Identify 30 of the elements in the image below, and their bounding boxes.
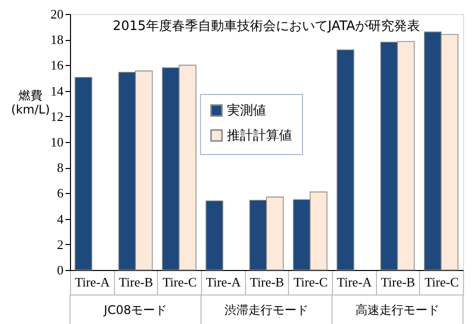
- x-tick-label: Tire-A: [206, 274, 242, 290]
- text: 渋滞走行モード: [224, 303, 308, 317]
- y-tick-label: 20: [50, 6, 64, 22]
- text: JC08モード: [102, 303, 168, 317]
- x-tick-label: Tire-B: [250, 274, 284, 290]
- x-tick-label: Tire-A: [74, 274, 110, 290]
- x-tick-label: Tire-C: [162, 274, 197, 290]
- y-tick-label: 0: [57, 262, 64, 278]
- y-tick-label: 4: [57, 211, 64, 226]
- y-tick-label: 10: [50, 134, 64, 150]
- x-tick-label: Tire-B: [380, 274, 416, 290]
- legend-label: 実測値: [227, 102, 266, 118]
- chart-title: 2015年度春季自動車技術会においてJATAが研究発表: [112, 18, 420, 34]
- x-tick-label: Tire-B: [118, 274, 154, 290]
- y-tick-label: 8: [57, 160, 64, 176]
- y-tick-label: 16: [50, 58, 64, 73]
- y-tick-label: 14: [50, 83, 64, 98]
- y-tick-label: 18: [50, 32, 64, 48]
- y-axis-title: 燃費 (km/L): [11, 88, 50, 116]
- y-tick-label: 6: [57, 186, 64, 201]
- x-tick-label: Tire-C: [294, 274, 328, 290]
- x-tick-label: Tire-A: [336, 274, 372, 290]
- text: 高速走行モード: [356, 303, 440, 317]
- bar: [206, 200, 224, 270]
- bar: [74, 76, 92, 270]
- y-tick-label: 12: [50, 108, 64, 124]
- x-tick-label: Tire-C: [424, 274, 459, 290]
- bar: [336, 49, 354, 270]
- legend-label: 推計計算値: [227, 128, 292, 144]
- y-tick-label: 2: [57, 236, 64, 252]
